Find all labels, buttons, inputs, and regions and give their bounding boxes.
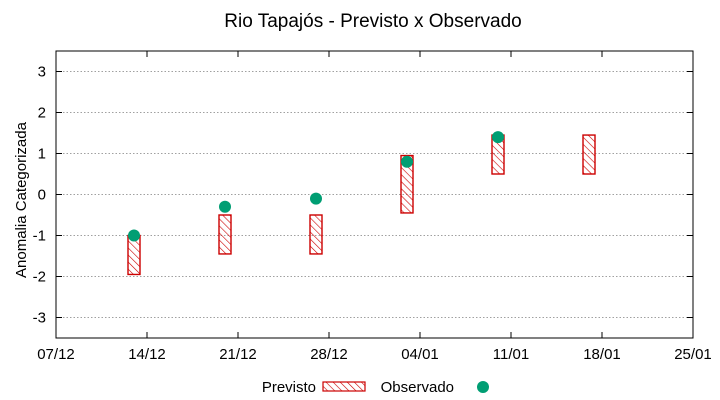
x-tick-label: 11/01	[493, 346, 529, 363]
legend-swatch-previsto	[322, 381, 366, 392]
observado-point	[128, 229, 140, 242]
y-axis: -3 -2 -1 0 1 2 3	[33, 64, 693, 327]
x-tick-label: 21/12	[219, 346, 257, 363]
y-tick-label: -3	[33, 310, 46, 327]
observado-point	[401, 155, 413, 168]
y-tick-label: -2	[33, 269, 46, 286]
y-tick-label: -1	[33, 228, 46, 245]
x-tick-label: 04/01	[401, 346, 439, 363]
previsto-box	[400, 154, 414, 214]
x-axis: 07/12 14/12 21/12 28/12 04/01 11/01 18/01 25/01	[37, 51, 712, 363]
y-axis-label: Anomalia Categorizada	[13, 121, 30, 278]
previsto-series	[127, 134, 596, 276]
x-tick-label: 28/12	[310, 346, 348, 363]
x-tick-label: 07/12	[37, 346, 75, 363]
previsto-box	[582, 134, 596, 175]
observado-series	[128, 131, 504, 242]
y-tick-label: 3	[38, 64, 46, 81]
x-tick-label: 14/12	[128, 346, 166, 363]
previsto-box	[309, 214, 323, 255]
observado-point	[310, 192, 322, 205]
legend-label-previsto: Previsto	[262, 379, 316, 396]
legend-label-observado: Observado	[381, 379, 454, 396]
legend-marker-observado	[477, 381, 489, 393]
y-tick-label: 2	[38, 105, 46, 122]
chart-title: Rio Tapajós - Previsto x Observado	[224, 11, 521, 32]
previsto-box	[218, 214, 232, 255]
x-tick-label: 18/01	[583, 346, 621, 363]
y-tick-label: 1	[38, 146, 46, 163]
legend: Previsto Observado	[262, 379, 489, 396]
y-tick-label: 0	[38, 187, 46, 204]
grid	[56, 71, 693, 318]
plot-frame	[55, 50, 694, 339]
observado-point	[492, 131, 504, 144]
observado-point	[219, 200, 231, 213]
x-tick-label: 25/01	[674, 346, 712, 363]
